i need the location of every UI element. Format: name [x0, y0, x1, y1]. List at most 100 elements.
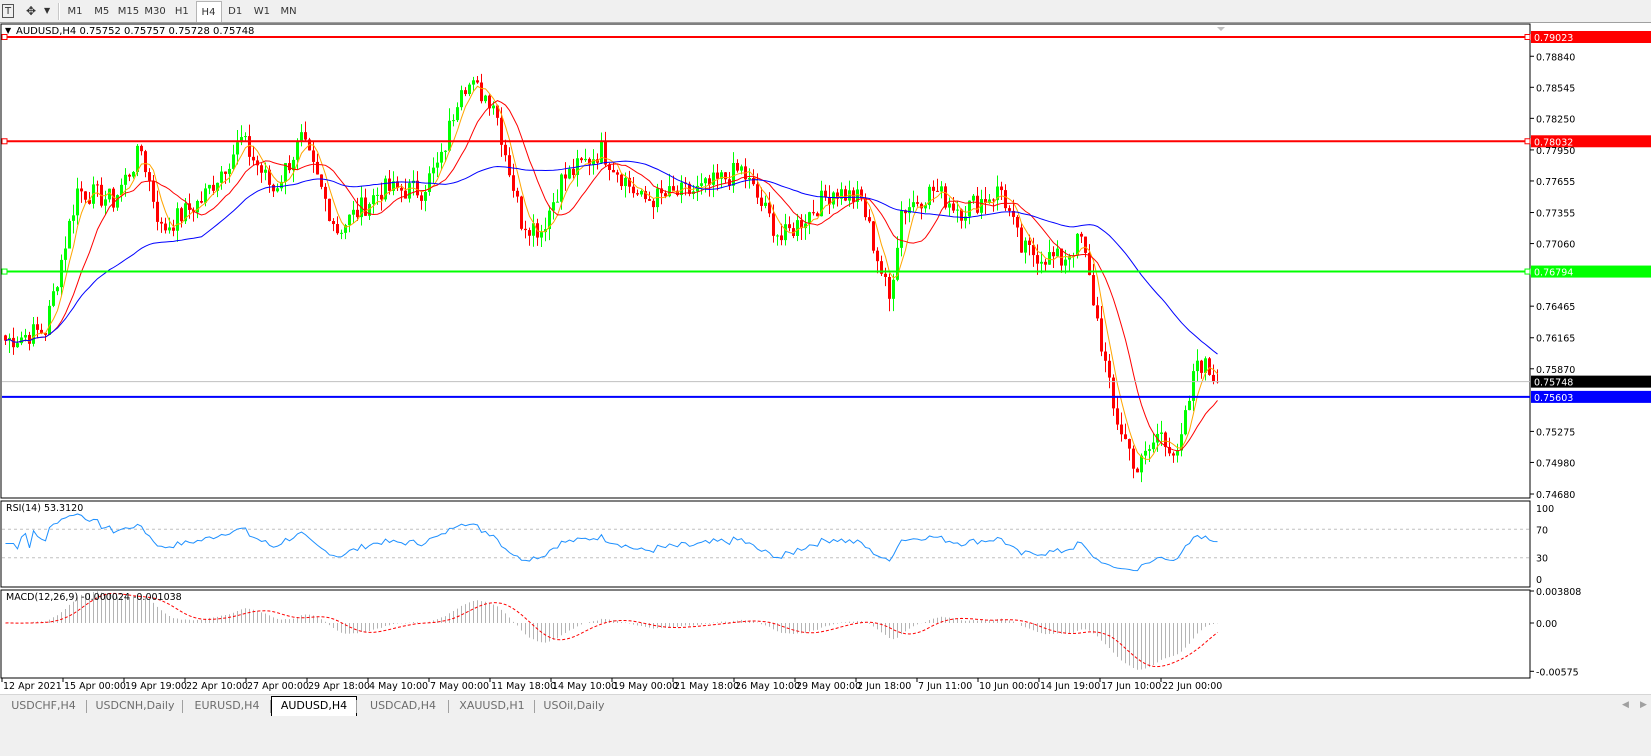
- candle: [920, 202, 923, 220]
- candle: [212, 175, 215, 195]
- candle-body: [1084, 236, 1087, 253]
- tab-audusd-h4[interactable]: AUDUSD,H4: [271, 696, 357, 717]
- candle-body: [636, 193, 639, 195]
- timeframe-h1[interactable]: H1: [174, 6, 189, 17]
- timeframe-h4[interactable]: H4: [195, 1, 222, 22]
- timeframe-m30[interactable]: M30: [144, 6, 166, 17]
- candle: [1128, 438, 1131, 461]
- candle-body: [460, 90, 463, 108]
- timeframe-w1[interactable]: W1: [253, 6, 271, 17]
- candle-body: [236, 142, 239, 155]
- candle: [1016, 215, 1019, 238]
- candle-body: [332, 221, 335, 225]
- candle-body: [316, 161, 319, 175]
- candle-body: [176, 208, 179, 231]
- candle: [576, 149, 579, 187]
- candle: [8, 333, 11, 353]
- timeframe-m1[interactable]: M1: [67, 6, 83, 17]
- candle-body: [740, 166, 743, 171]
- candle: [540, 224, 543, 248]
- time-axis-label: 29 May 00:00: [796, 681, 861, 692]
- candle-body: [408, 183, 411, 199]
- tab-usdcad-h4[interactable]: USDCAD,H4: [370, 699, 436, 712]
- timeframe-m5[interactable]: M5: [94, 6, 110, 17]
- candle-body: [180, 208, 183, 222]
- timeframe-m15[interactable]: M15: [117, 6, 140, 17]
- tab-xauusd-h1[interactable]: XAUUSD,H1: [459, 699, 525, 712]
- candle: [852, 187, 855, 209]
- candle: [768, 192, 771, 218]
- candle: [1180, 423, 1183, 457]
- candle: [1068, 253, 1071, 272]
- candle-body: [1004, 190, 1007, 209]
- candle-body: [560, 174, 563, 202]
- candle: [432, 157, 435, 183]
- macd-panel-frame: [0, 589, 1531, 679]
- time-axis-label: 4 May 10:00: [369, 681, 428, 692]
- candle-body: [104, 199, 107, 206]
- time-axis-label: 22 Apr 10:00: [186, 681, 248, 692]
- tab-eurusd-h4[interactable]: EURUSD,H4: [194, 699, 260, 712]
- scroll-right-icon[interactable]: ▶: [1640, 700, 1647, 710]
- candle-body: [256, 160, 259, 166]
- candle-body: [288, 163, 291, 171]
- candle-body: [708, 178, 711, 185]
- scroll-left-icon[interactable]: ◀: [1622, 700, 1629, 710]
- tab-usoil-daily[interactable]: USOil,Daily: [543, 699, 605, 712]
- price-axis-label: 0.77060: [1536, 240, 1575, 251]
- candle-body: [440, 151, 443, 163]
- candle-body: [820, 190, 823, 217]
- time-axis-label: 15 Apr 00:00: [64, 681, 126, 692]
- timeframe-mn[interactable]: MN: [280, 6, 297, 17]
- candle: [1080, 231, 1083, 244]
- candle: [1132, 445, 1135, 479]
- candle-body: [620, 174, 623, 187]
- tab-usdchf-h4[interactable]: USDCHF,H4: [11, 699, 76, 712]
- candle-body: [948, 203, 951, 208]
- candle-body: [272, 184, 275, 192]
- candle-body: [1180, 434, 1183, 451]
- candle-body: [584, 158, 587, 161]
- candle: [284, 163, 287, 195]
- time-axis-label: 29 Apr 18:00: [308, 681, 370, 692]
- candle: [1144, 441, 1147, 465]
- candle-body: [244, 136, 247, 138]
- candle-body: [980, 199, 983, 213]
- candle-body: [868, 217, 871, 222]
- chevron-down-icon[interactable]: ▼: [44, 6, 51, 15]
- candle: [636, 189, 639, 197]
- candle: [436, 152, 439, 178]
- candle: [20, 331, 23, 346]
- candle-body: [364, 197, 367, 216]
- candle: [368, 202, 371, 220]
- candle-body: [900, 210, 903, 248]
- text-tool-icon[interactable]: T: [2, 4, 14, 18]
- candle-body: [1120, 424, 1123, 435]
- candle: [180, 206, 183, 228]
- candle-body: [240, 137, 243, 143]
- price-tag-0.76794: 0.76794: [1534, 268, 1573, 279]
- main-chart-frame: [0, 23, 1531, 499]
- candle: [676, 185, 679, 197]
- candle-body: [76, 188, 79, 216]
- timeframe-d1[interactable]: D1: [228, 6, 243, 17]
- candle-body: [224, 171, 227, 174]
- candle-body: [492, 105, 495, 109]
- candle-body: [1152, 442, 1155, 450]
- candle: [680, 175, 683, 204]
- candle: [336, 216, 339, 235]
- candle-body: [572, 168, 575, 176]
- candle: [940, 181, 943, 199]
- candle-body: [1204, 358, 1207, 373]
- candle-body: [712, 172, 715, 185]
- candle-body: [208, 184, 211, 189]
- candle-body: [480, 82, 483, 102]
- candle: [1020, 223, 1023, 253]
- candle: [1092, 263, 1095, 306]
- ma-slow-line: [5, 160, 1218, 355]
- tab-usdcnh-daily[interactable]: USDCNH,Daily: [95, 699, 175, 712]
- cursor-tool-icon[interactable]: ✥: [26, 4, 37, 18]
- candle-body: [1144, 450, 1147, 456]
- candle-body: [552, 202, 555, 211]
